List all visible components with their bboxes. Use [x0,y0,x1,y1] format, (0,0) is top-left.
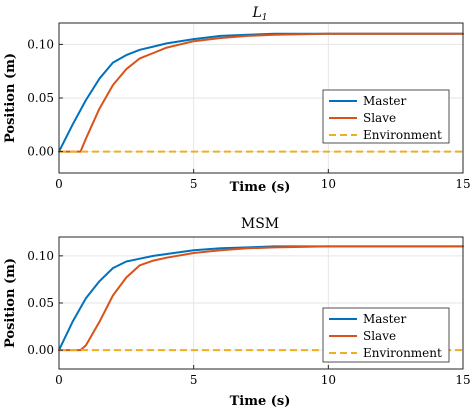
y-axis-label: Position (m) [3,258,18,348]
series-line-slave [58,245,464,352]
chart-title: MSM [241,216,279,232]
x-tick-label: 10 [321,373,336,387]
legend: Master Slave Environment [322,307,450,363]
ticks: 0 5 10 15 0.00 0.05 0.10 [27,37,470,191]
series-line-slave [58,32,464,153]
x-axis-label: Time (s) [230,394,291,409]
legend-label-environment: Environment [363,128,442,142]
series-group [58,32,464,153]
legend-label-slave: Slave [363,329,396,343]
x-tick-label: 0 [55,373,63,387]
y-tick-label: 0.10 [27,249,54,263]
legend: Master Slave Environment [322,89,450,144]
x-tick-label: 5 [190,373,198,387]
x-tick-label: 0 [55,177,63,191]
y-tick-label: 0.10 [27,37,54,51]
subplot-msm: MSM 0 5 10 15 0.00 0.05 0.10 Time (s) Position… [3,216,471,409]
x-axis-label: Time (s) [230,180,291,195]
subplot-l1: L1 0 5 10 15 0.00 0.05 0.10 Time (s) Position … [3,5,471,195]
x-tick-label: 15 [455,177,470,191]
x-tick-label: 10 [321,177,336,191]
y-axis-label: Position (m) [3,53,18,143]
y-tick-label: 0.00 [27,343,54,357]
y-tick-label: 0.00 [27,145,54,159]
x-tick-label: 5 [190,177,198,191]
legend-label-environment: Environment [363,346,442,360]
chart-title: L1 [251,5,267,23]
legend-label-slave: Slave [363,111,396,125]
legend-label-master: Master [363,94,407,108]
legend-label-master: Master [363,312,407,326]
x-tick-label: 15 [455,373,470,387]
y-tick-label: 0.05 [27,91,54,105]
ticks: 0 5 10 15 0.00 0.05 0.10 [27,249,470,387]
y-tick-label: 0.05 [27,296,54,310]
